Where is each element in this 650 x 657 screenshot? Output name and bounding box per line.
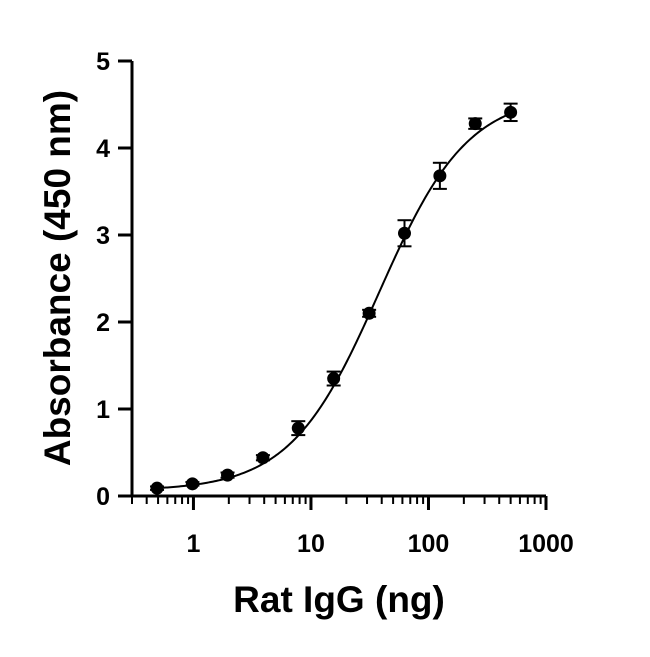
data-point-group bbox=[220, 468, 235, 482]
ticks: 0 1 2 3 4 5 1 10 100 1000 bbox=[96, 48, 574, 558]
data-points bbox=[150, 102, 518, 495]
y-axis-title: Absorbance (450 nm) bbox=[37, 90, 78, 466]
data-point-group bbox=[291, 420, 306, 437]
fit-curve bbox=[156, 112, 512, 490]
data-point-group bbox=[185, 477, 200, 491]
data-point bbox=[433, 169, 447, 183]
data-point bbox=[150, 481, 164, 495]
y-tick-label: 4 bbox=[96, 135, 110, 163]
x-axis-title: Rat IgG (ng) bbox=[233, 579, 445, 620]
data-point bbox=[221, 468, 235, 482]
data-point bbox=[185, 477, 199, 491]
data-point-group bbox=[503, 102, 518, 123]
data-point-group bbox=[468, 117, 483, 131]
data-point-group bbox=[362, 306, 377, 320]
data-point bbox=[256, 451, 270, 465]
y-tick-label: 3 bbox=[96, 222, 110, 250]
data-point bbox=[291, 421, 305, 435]
y-tick-label: 5 bbox=[96, 48, 110, 76]
data-point-group bbox=[326, 370, 341, 387]
data-point-group bbox=[432, 161, 447, 190]
y-tick-label: 1 bbox=[96, 396, 110, 424]
x-tick-label: 1000 bbox=[518, 530, 574, 558]
data-point bbox=[468, 117, 482, 131]
data-point-group bbox=[255, 451, 270, 465]
data-point-group bbox=[150, 481, 165, 495]
data-point bbox=[327, 372, 341, 386]
data-point bbox=[362, 306, 376, 320]
axes bbox=[130, 61, 546, 498]
x-tick-label: 1 bbox=[186, 530, 200, 558]
data-point bbox=[504, 105, 518, 119]
x-tick-label: 100 bbox=[408, 530, 450, 558]
y-tick-label: 0 bbox=[96, 483, 110, 511]
data-point-group bbox=[397, 219, 412, 248]
x-tick-label: 10 bbox=[297, 530, 325, 558]
data-point bbox=[397, 226, 411, 240]
y-tick-label: 2 bbox=[96, 309, 110, 337]
